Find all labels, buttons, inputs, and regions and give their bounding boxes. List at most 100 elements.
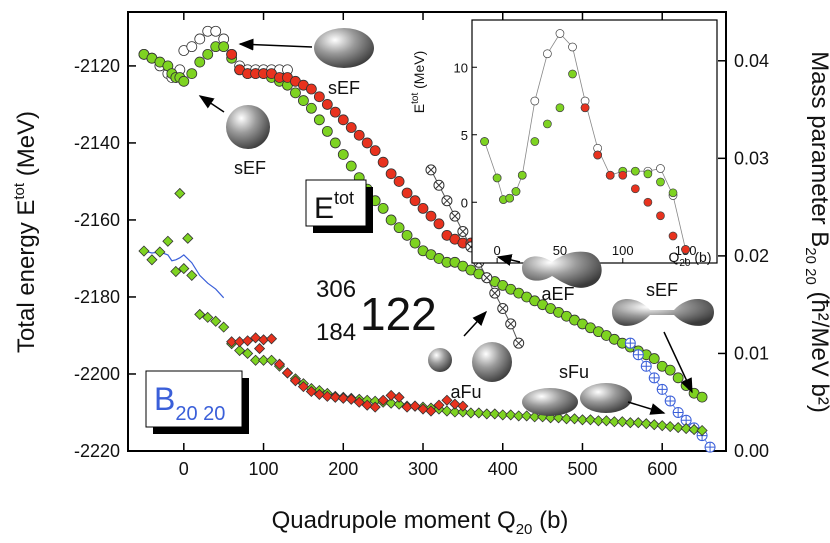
x-tick-label: 0 <box>179 459 189 479</box>
data-point-diamond <box>457 400 469 412</box>
data-point-diamond <box>182 232 194 244</box>
data-point-diamond <box>273 358 286 370</box>
data-point-diamond <box>481 408 493 420</box>
data-marks <box>138 25 716 453</box>
y-left-tick-label: -2120 <box>74 56 120 76</box>
data-point-diamond <box>146 254 158 266</box>
nucleus-proton-number: 122 <box>360 288 437 340</box>
shape-aFu-small-icon <box>428 348 452 372</box>
data-point-cross-circle <box>425 164 437 176</box>
b-box-label: B20 20 <box>154 381 225 425</box>
data-point-plus-circle <box>656 383 668 395</box>
data-point-circle <box>393 176 405 187</box>
inset-marks <box>480 29 690 254</box>
data-point-diamond <box>441 394 453 406</box>
data-point-circle <box>361 137 373 149</box>
data-point-diamond <box>568 413 581 425</box>
data-point-plus-circle <box>664 395 676 407</box>
data-point-diamond <box>329 391 341 403</box>
data-point-diamond <box>680 422 692 435</box>
arrow-aFu <box>463 310 488 337</box>
data-point-plus-circle <box>624 337 636 349</box>
arrow-sEF-right <box>663 331 693 394</box>
data-point-circle <box>290 87 301 99</box>
data-point-diamond <box>321 390 333 402</box>
data-point-open-circle <box>210 25 222 37</box>
nucleus-mass-number: 306 <box>316 276 356 303</box>
shape-sEF-left-label: sEF <box>234 158 266 178</box>
inset-data-point <box>543 119 552 129</box>
inset-data-point <box>505 193 515 203</box>
inset-data-point <box>656 211 665 221</box>
data-point-circle <box>417 202 429 214</box>
data-point-cross-circle <box>505 318 517 330</box>
data-point-diamond <box>409 400 421 412</box>
x-tick-label: 500 <box>567 459 597 479</box>
arrow-sEF-top <box>238 38 313 51</box>
data-point-circle <box>401 187 413 199</box>
data-point-diamond <box>265 333 278 345</box>
data-point-diamond <box>497 409 509 421</box>
data-point-circle <box>393 222 405 234</box>
data-point-diamond <box>353 396 365 408</box>
etot-box <box>305 179 367 227</box>
data-point-diamond <box>552 412 565 424</box>
data-point-circle <box>648 353 660 364</box>
data-point-diamond <box>138 245 150 257</box>
y-right-tick-label: 0.02 <box>734 246 769 266</box>
data-point-diamond <box>226 336 238 348</box>
data-point-circle <box>409 195 421 207</box>
data-point-circle <box>218 41 230 53</box>
inset-data-point <box>643 169 653 179</box>
data-point-diamond <box>178 263 190 275</box>
data-point-diamond <box>369 401 381 413</box>
inset-data-point <box>593 150 602 160</box>
data-point-circle <box>696 391 708 403</box>
data-point-circle <box>313 91 325 103</box>
data-point-cross-circle <box>489 287 501 299</box>
shape-aFu-label: aFu <box>450 382 481 402</box>
data-point-diamond <box>433 399 445 411</box>
data-point-diamond <box>174 187 186 200</box>
inset-x-tick-label: 0 <box>494 243 501 258</box>
x-tick-label: 100 <box>249 459 279 479</box>
data-point-circle <box>345 160 357 172</box>
shape-aEF-icon <box>522 251 602 288</box>
data-point-diamond <box>361 399 373 411</box>
data-point-diamond <box>640 418 652 430</box>
data-point-circle <box>329 137 341 149</box>
data-point-diamond <box>297 381 309 393</box>
data-point-circle <box>425 210 437 222</box>
data-point-diamond <box>385 389 397 401</box>
inset-data-point <box>580 103 590 113</box>
data-point-diamond <box>688 423 700 436</box>
data-point-circle <box>226 48 238 60</box>
data-point-diamond <box>393 398 405 410</box>
data-point-cross-circle <box>513 337 525 349</box>
data-point-diamond <box>253 343 266 355</box>
data-point-diamond <box>154 246 166 258</box>
b-box <box>145 370 243 428</box>
shape-sFu-right-icon <box>580 383 632 413</box>
data-point-circle <box>369 145 381 157</box>
data-point-diamond <box>449 406 461 418</box>
data-point-circle <box>345 122 357 133</box>
data-point-circle <box>305 83 317 95</box>
data-point-circle <box>321 99 333 110</box>
inset-data-point <box>605 170 615 180</box>
data-point-diamond <box>250 354 262 366</box>
y-right-tick-label: 0.04 <box>734 51 769 71</box>
inset-y-tick-label: 10 <box>454 60 468 75</box>
data-point-diamond <box>696 424 708 437</box>
shape-aEF-label: aEF <box>541 284 574 304</box>
data-point-diamond <box>234 344 246 357</box>
inset-data-point <box>511 187 521 196</box>
inset-data-point <box>555 103 565 113</box>
data-point-circle <box>385 168 397 180</box>
inset-data-point <box>668 231 678 241</box>
inset-data-point <box>492 173 502 183</box>
y-right-tick-label: 0.00 <box>734 441 769 461</box>
data-point-diamond <box>337 392 349 404</box>
data-point-diamond <box>210 315 222 327</box>
inset-y-tick-label: 5 <box>461 128 468 143</box>
